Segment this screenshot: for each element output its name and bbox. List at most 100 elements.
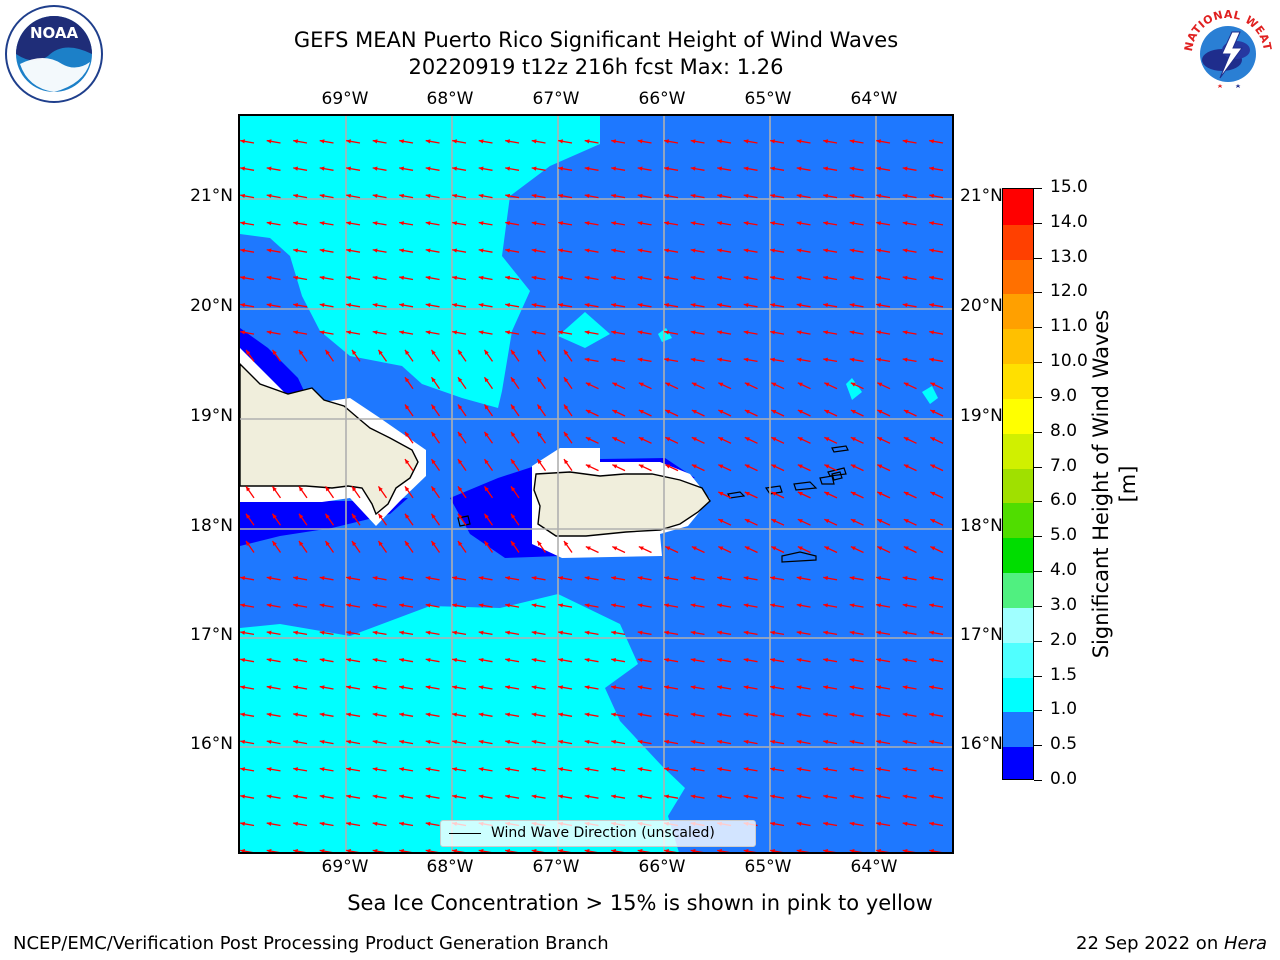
- wind-wave-arrowhead: [823, 166, 829, 171]
- wind-wave-arrowhead: [452, 767, 458, 772]
- wind-wave-arrowhead: [637, 685, 643, 690]
- colorbar-tick: [1034, 257, 1042, 259]
- wind-wave-arrowhead: [531, 712, 537, 717]
- wind-wave-arrowhead: [585, 382, 591, 387]
- wind-wave-arrowhead: [425, 303, 431, 308]
- wind-wave-arrowhead: [584, 603, 590, 608]
- wind-wave-arrowhead: [346, 739, 352, 745]
- colorbar-segment: [1003, 328, 1033, 365]
- wind-wave-arrowhead: [849, 630, 855, 635]
- wind-wave-arrowhead: [531, 849, 537, 852]
- wind-wave-arrowhead: [372, 303, 378, 308]
- wind-wave-arrowhead: [849, 603, 855, 608]
- wind-wave-arrowhead: [240, 139, 246, 144]
- wind-wave-arrowhead: [505, 685, 511, 690]
- wind-wave-arrowhead: [717, 357, 723, 362]
- wind-wave-arrowhead: [531, 248, 537, 253]
- wind-wave-arrowhead: [770, 221, 776, 226]
- wind-wave-arrowhead: [558, 221, 564, 226]
- wind-wave-arrowhead: [876, 794, 882, 799]
- wind-wave-arrowhead: [664, 685, 670, 690]
- wind-wave-arrowhead: [293, 767, 299, 772]
- wind-wave-arrowhead: [770, 275, 776, 280]
- wind-wave-arrowhead: [718, 519, 724, 524]
- footer-date: 22 Sep 2022 on Hera: [1076, 933, 1267, 954]
- wind-wave-arrowhead: [505, 712, 511, 717]
- wind-wave-arrowhead: [690, 685, 696, 690]
- wind-wave-arrowhead: [505, 139, 511, 144]
- wind-wave-arrowhead: [876, 630, 882, 635]
- wind-wave-arrowhead: [558, 657, 564, 663]
- wind-wave-arrowhead: [770, 849, 776, 852]
- colorbar-tick: [1034, 571, 1042, 573]
- wind-wave-arrowhead: [611, 221, 617, 226]
- wind-wave-arrowhead: [718, 546, 724, 551]
- wind-wave-arrowhead: [664, 630, 670, 635]
- wind-wave-arrowhead: [902, 821, 908, 826]
- wind-wave-arrowhead: [930, 491, 936, 496]
- wind-wave-arrowhead: [584, 166, 590, 171]
- lat-label-right-18n: 18°N: [960, 516, 1003, 536]
- wind-wave-arrowhead: [770, 657, 776, 663]
- wind-wave-arrowhead: [510, 377, 516, 383]
- wind-wave-arrowhead: [770, 357, 776, 362]
- lat-label-left-20n: 20°N: [190, 296, 233, 316]
- wind-wave-arrowhead: [531, 221, 537, 226]
- wind-wave-arrowhead: [510, 349, 516, 355]
- wind-wave-arrowhead: [743, 221, 749, 226]
- wind-wave-arrowhead: [823, 849, 829, 852]
- wind-wave-arrowhead: [612, 382, 618, 387]
- wind-wave-arrowhead: [691, 382, 697, 387]
- wind-wave-arrowhead: [770, 248, 776, 253]
- wind-wave-arrowhead: [240, 739, 246, 745]
- island-anegada: [831, 445, 849, 453]
- wind-wave-arrowhead: [796, 303, 802, 308]
- wind-wave-arrowhead: [876, 685, 882, 690]
- wind-wave-arrowhead: [902, 248, 908, 253]
- colorbar-segment: [1003, 606, 1033, 643]
- wind-wave-arrowhead: [425, 630, 431, 635]
- wind-wave-arrowhead: [770, 794, 776, 799]
- wind-wave-arrowhead: [319, 739, 325, 745]
- colorbar-tick: [1034, 710, 1042, 712]
- legend-label: Wind Wave Direction (unscaled): [491, 825, 715, 841]
- wind-wave-arrowhead: [372, 630, 378, 635]
- wind-wave-arrowhead: [876, 849, 882, 852]
- wind-wave-arrowhead: [266, 576, 272, 581]
- wind-wave-arrowhead: [637, 275, 643, 280]
- wind-wave-arrowhead: [796, 330, 802, 335]
- land-puertorico: [533, 471, 711, 537]
- wind-wave-arrowhead: [584, 685, 590, 690]
- colorbar-tick-label: 11.0: [1050, 316, 1088, 337]
- wind-wave-arrowhead: [452, 712, 458, 717]
- wind-wave-arrowhead: [478, 767, 484, 772]
- wind-wave-arrows: [240, 139, 944, 852]
- wind-wave-arrowhead: [850, 464, 856, 469]
- wind-wave-arrowhead: [452, 739, 458, 745]
- wind-wave-arrowhead: [325, 486, 330, 492]
- wind-wave-arrowhead: [876, 739, 882, 745]
- nws-logo: NATIONAL WEATHER SERVICE: [1178, 2, 1275, 99]
- wind-wave-arrowhead: [637, 849, 643, 852]
- wind-wave-arrowhead: [584, 303, 590, 308]
- wind-wave-arrowhead: [478, 221, 484, 226]
- wind-wave-arrowhead: [272, 349, 277, 355]
- wind-wave-arrowhead: [611, 657, 617, 663]
- wind-wave-arrowhead: [510, 541, 516, 546]
- wind-wave-arrowhead: [563, 431, 569, 437]
- wind-wave-arrowhead: [505, 576, 511, 581]
- wind-wave-arrowhead: [372, 849, 378, 852]
- wind-wave-arrowhead: [484, 541, 489, 546]
- wind-wave-arrowhead: [877, 382, 883, 387]
- colorbar-tick: [1034, 396, 1042, 398]
- wind-wave-arrowhead: [245, 486, 251, 492]
- colorbar-segment: [1003, 537, 1033, 574]
- colorbar-tick: [1034, 675, 1042, 677]
- wind-wave-arrowhead: [531, 739, 537, 745]
- wind-wave-arrowhead: [823, 330, 829, 335]
- wind-wave-arrowhead: [929, 275, 935, 280]
- wind-wave-arrowhead: [240, 275, 246, 280]
- wind-wave-arrowhead: [399, 576, 405, 581]
- wind-wave-arrowhead: [293, 193, 299, 199]
- wind-wave-arrowhead: [796, 166, 802, 171]
